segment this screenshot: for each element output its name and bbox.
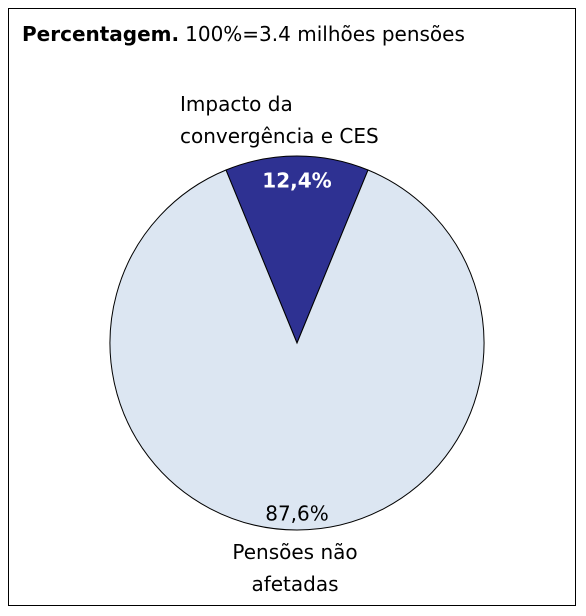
pie-slice <box>225 155 369 345</box>
category-label: Impacto da convergência e CES <box>180 92 379 148</box>
frame <box>8 8 576 606</box>
value-label: 87,6% <box>265 502 329 526</box>
value-label: 12,4% <box>262 169 331 193</box>
header: Percentagem. 100%=3.4 milhões pensões <box>22 22 465 46</box>
pie-slice <box>109 169 485 531</box>
category-label: Pensões não afetadas <box>232 540 358 596</box>
chart-title: Percentagem. <box>22 22 180 46</box>
chart-subtitle: 100%=3.4 milhões pensões <box>185 22 465 46</box>
